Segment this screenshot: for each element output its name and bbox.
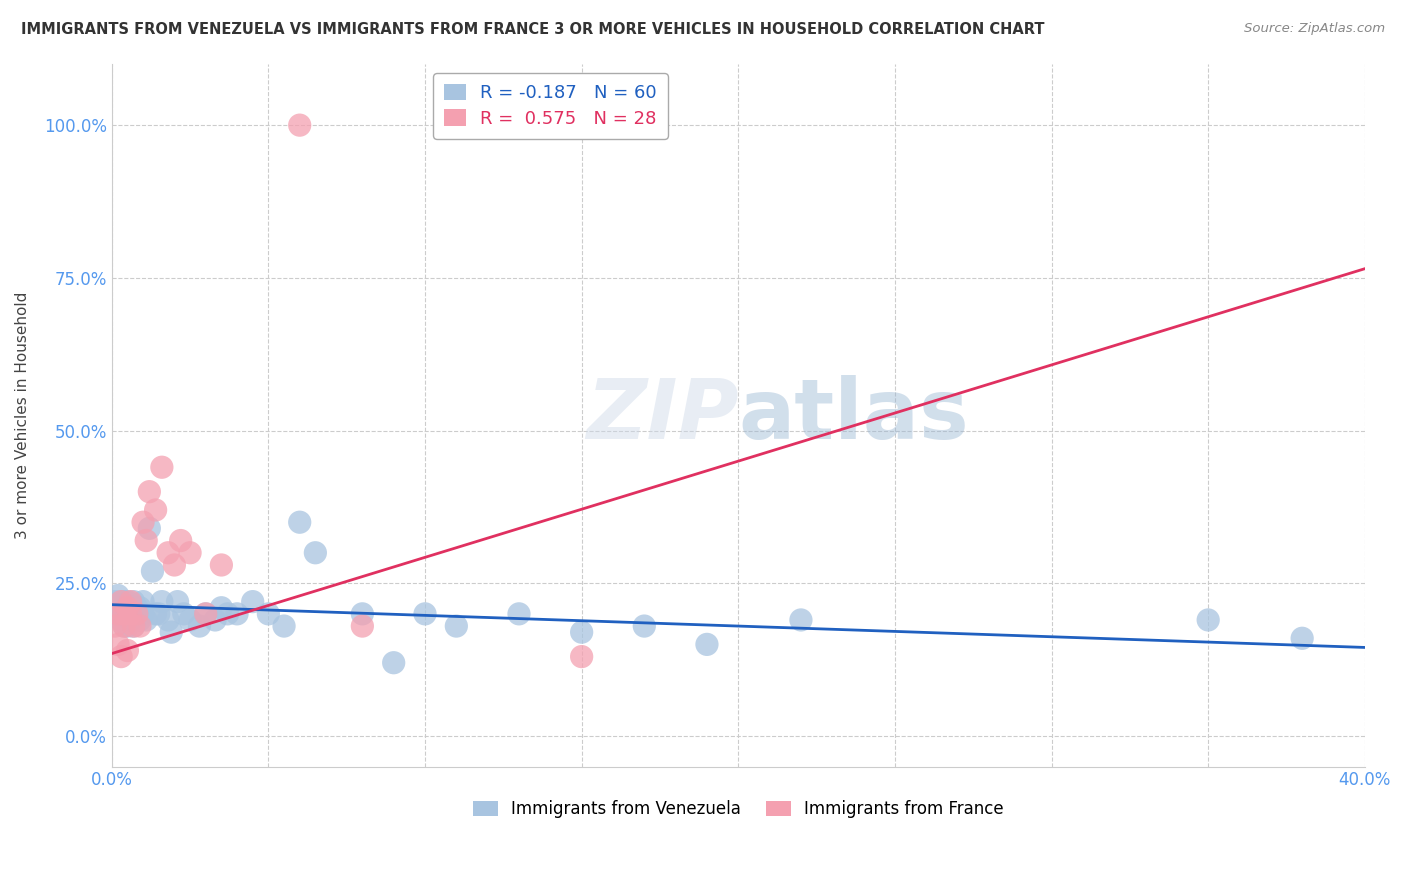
Point	[112, 619, 135, 633]
Point	[107, 600, 129, 615]
Point	[571, 649, 593, 664]
Point	[1197, 613, 1219, 627]
Point	[204, 613, 226, 627]
Text: IMMIGRANTS FROM VENEZUELA VS IMMIGRANTS FROM FRANCE 3 OR MORE VEHICLES IN HOUSEH: IMMIGRANTS FROM VENEZUELA VS IMMIGRANTS …	[21, 22, 1045, 37]
Point	[173, 607, 195, 621]
Point	[148, 607, 170, 621]
Point	[257, 607, 280, 621]
Point	[125, 600, 148, 615]
Point	[150, 460, 173, 475]
Point	[160, 625, 183, 640]
Point	[107, 607, 129, 621]
Legend: Immigrants from Venezuela, Immigrants from France: Immigrants from Venezuela, Immigrants fr…	[465, 794, 1011, 825]
Point	[107, 607, 129, 621]
Point	[104, 619, 127, 633]
Point	[242, 594, 264, 608]
Point	[633, 619, 655, 633]
Point	[122, 594, 145, 608]
Point	[112, 619, 135, 633]
Point	[135, 613, 157, 627]
Point	[132, 607, 155, 621]
Point	[157, 613, 180, 627]
Point	[132, 594, 155, 608]
Point	[194, 607, 217, 621]
Point	[352, 607, 374, 621]
Text: atlas: atlas	[738, 375, 969, 456]
Point	[110, 594, 132, 608]
Point	[273, 619, 295, 633]
Point	[117, 619, 139, 633]
Point	[179, 613, 201, 627]
Point	[132, 515, 155, 529]
Point	[135, 533, 157, 548]
Point	[209, 558, 232, 572]
Text: Source: ZipAtlas.com: Source: ZipAtlas.com	[1244, 22, 1385, 36]
Point	[110, 649, 132, 664]
Point	[150, 594, 173, 608]
Point	[117, 607, 139, 621]
Point	[141, 564, 163, 578]
Point	[304, 546, 326, 560]
Point	[382, 656, 405, 670]
Point	[1291, 632, 1313, 646]
Point	[122, 607, 145, 621]
Point	[188, 619, 211, 633]
Point	[145, 607, 167, 621]
Point	[112, 607, 135, 621]
Point	[571, 625, 593, 640]
Point	[129, 613, 152, 627]
Point	[157, 546, 180, 560]
Point	[120, 613, 142, 627]
Point	[226, 607, 249, 621]
Point	[145, 503, 167, 517]
Point	[120, 600, 142, 615]
Point	[217, 607, 239, 621]
Point	[104, 594, 127, 608]
Point	[166, 594, 188, 608]
Point	[129, 600, 152, 615]
Point	[120, 607, 142, 621]
Point	[163, 558, 186, 572]
Point	[138, 484, 160, 499]
Point	[209, 600, 232, 615]
Point	[107, 637, 129, 651]
Point	[194, 607, 217, 621]
Point	[508, 607, 530, 621]
Point	[117, 643, 139, 657]
Point	[129, 619, 152, 633]
Point	[117, 600, 139, 615]
Point	[112, 594, 135, 608]
Point	[122, 619, 145, 633]
Point	[122, 619, 145, 633]
Point	[110, 594, 132, 608]
Point	[110, 600, 132, 615]
Point	[110, 613, 132, 627]
Point	[117, 594, 139, 608]
Point	[446, 619, 468, 633]
Y-axis label: 3 or more Vehicles in Household: 3 or more Vehicles in Household	[15, 292, 30, 539]
Point	[117, 600, 139, 615]
Point	[125, 607, 148, 621]
Point	[413, 607, 436, 621]
Point	[790, 613, 813, 627]
Point	[104, 607, 127, 621]
Point	[696, 637, 718, 651]
Point	[288, 515, 311, 529]
Point	[112, 607, 135, 621]
Point	[179, 546, 201, 560]
Point	[169, 533, 191, 548]
Point	[352, 619, 374, 633]
Point	[288, 118, 311, 132]
Point	[107, 589, 129, 603]
Point	[120, 607, 142, 621]
Point	[120, 594, 142, 608]
Point	[125, 607, 148, 621]
Text: ZIP: ZIP	[586, 375, 738, 456]
Point	[138, 521, 160, 535]
